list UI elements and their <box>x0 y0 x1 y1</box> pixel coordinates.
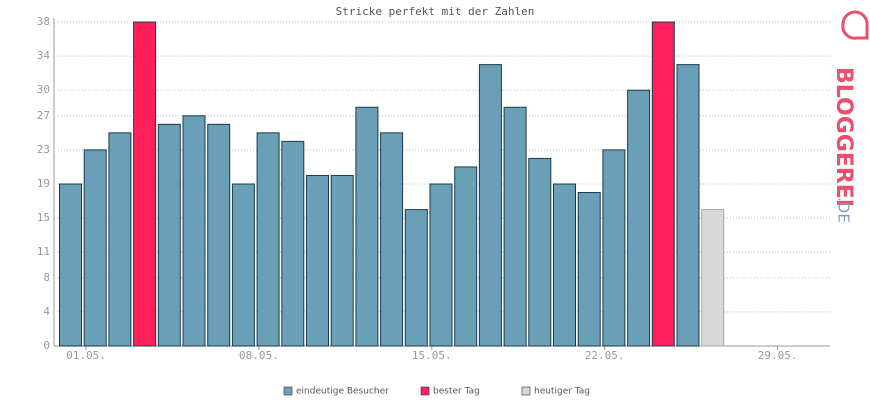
bar <box>651 21 675 347</box>
bar <box>355 106 379 347</box>
bar <box>577 192 601 347</box>
x-tick-label: 22.05. <box>585 349 625 362</box>
legend-label: heutiger Tag <box>534 387 590 397</box>
bar <box>231 183 255 347</box>
logo-text: BLOGGEREI <box>831 67 856 207</box>
bar <box>701 209 725 347</box>
bar <box>256 132 280 347</box>
bar <box>281 140 305 347</box>
bar <box>429 183 453 347</box>
bar <box>454 166 478 347</box>
y-tick-label: 38 <box>37 15 50 28</box>
legend-label: eindeutige Besucher <box>296 387 389 397</box>
legend-swatch <box>420 386 430 396</box>
bar <box>83 149 107 347</box>
y-tick-label: 30 <box>37 83 50 96</box>
legend-swatch <box>283 386 293 396</box>
bar <box>478 64 502 347</box>
y-tick-label: 8 <box>43 271 50 284</box>
y-tick-label: 15 <box>37 211 50 224</box>
bar <box>553 183 576 347</box>
bar <box>157 123 181 347</box>
bar <box>602 149 626 347</box>
x-tick-label: 08.05. <box>239 349 279 362</box>
bar <box>182 115 206 347</box>
bar <box>404 209 428 347</box>
x-tick-label: 01.05. <box>66 349 106 362</box>
bar <box>503 106 527 347</box>
bar <box>306 174 329 347</box>
bar <box>380 132 404 347</box>
y-tick-label: 19 <box>37 177 50 190</box>
y-tick-label: 4 <box>43 305 50 318</box>
logo: BLOGGEREI .DE <box>831 10 869 223</box>
bar <box>676 64 700 347</box>
x-tick-label: 15.05. <box>412 349 452 362</box>
y-tick-label: 0 <box>43 339 50 352</box>
y-tick-label: 34 <box>37 49 51 62</box>
y-tick-label: 27 <box>37 109 50 122</box>
chart-title: Stricke perfekt mit der Zahlen <box>336 5 535 18</box>
bar <box>627 89 651 347</box>
bar <box>59 183 82 347</box>
logo-suffix: .DE <box>835 197 853 223</box>
bar <box>207 123 231 347</box>
y-tick-label: 23 <box>37 143 50 156</box>
bar <box>330 174 354 347</box>
bar <box>528 157 552 347</box>
y-tick-label: 11 <box>37 245 50 258</box>
bar <box>133 21 157 347</box>
bar <box>108 132 132 347</box>
x-tick-label: 29.05. <box>758 349 798 362</box>
legend-swatch <box>521 386 531 396</box>
legend-label: bester Tag <box>433 387 480 397</box>
